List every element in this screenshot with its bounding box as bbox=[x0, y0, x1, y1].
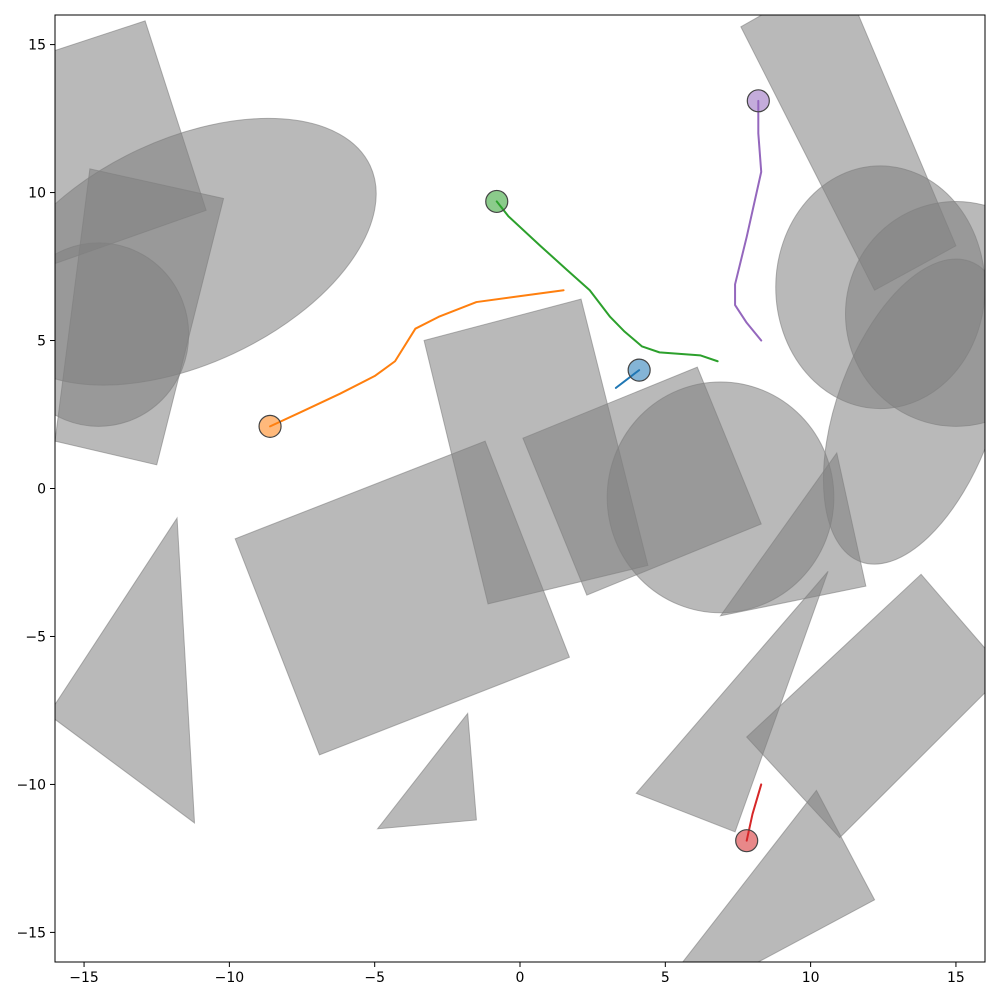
x-axis: −15 −10 −5 0 5 10 15 bbox=[69, 962, 965, 986]
x-tick-label: 0 bbox=[516, 970, 525, 986]
x-tick-label: 5 bbox=[661, 970, 670, 986]
x-tick-label: −15 bbox=[69, 970, 99, 986]
agent-marker-3 bbox=[485, 189, 509, 214]
trajectory-5 bbox=[734, 99, 763, 342]
y-tick-label: 5 bbox=[37, 334, 46, 350]
y-tick-label: −15 bbox=[16, 925, 46, 941]
obstacle-5 bbox=[55, 516, 196, 824]
y-tick-label: −5 bbox=[25, 629, 46, 645]
markers-layer bbox=[258, 89, 770, 853]
y-tick-label: −10 bbox=[16, 777, 46, 793]
y-tick-label: 10 bbox=[28, 186, 46, 202]
agent-marker-1 bbox=[627, 358, 651, 382]
x-tick-label: −10 bbox=[215, 970, 245, 986]
obstacle-7 bbox=[376, 712, 477, 830]
agent-marker-4 bbox=[735, 829, 759, 853]
x-tick-label: −5 bbox=[364, 970, 385, 986]
obstacle-4 bbox=[55, 117, 377, 386]
trajectory-3 bbox=[495, 200, 719, 363]
obstacle-13 bbox=[745, 573, 985, 839]
agent-marker-5 bbox=[746, 89, 770, 113]
agent-marker-2 bbox=[258, 414, 282, 438]
y-axis: −15 −10 −5 0 5 10 15 bbox=[16, 38, 55, 941]
trajectory-2 bbox=[269, 289, 565, 428]
obstacle-18 bbox=[822, 258, 985, 565]
x-tick-label: 15 bbox=[947, 970, 965, 986]
y-tick-label: 15 bbox=[28, 38, 46, 54]
trajectories-layer bbox=[269, 99, 763, 842]
x-tick-label: 10 bbox=[802, 970, 820, 986]
y-tick-label: 0 bbox=[37, 482, 46, 498]
obstacle-12 bbox=[635, 571, 829, 833]
obstacles-layer bbox=[55, 15, 985, 962]
obstacle-14 bbox=[682, 789, 876, 962]
